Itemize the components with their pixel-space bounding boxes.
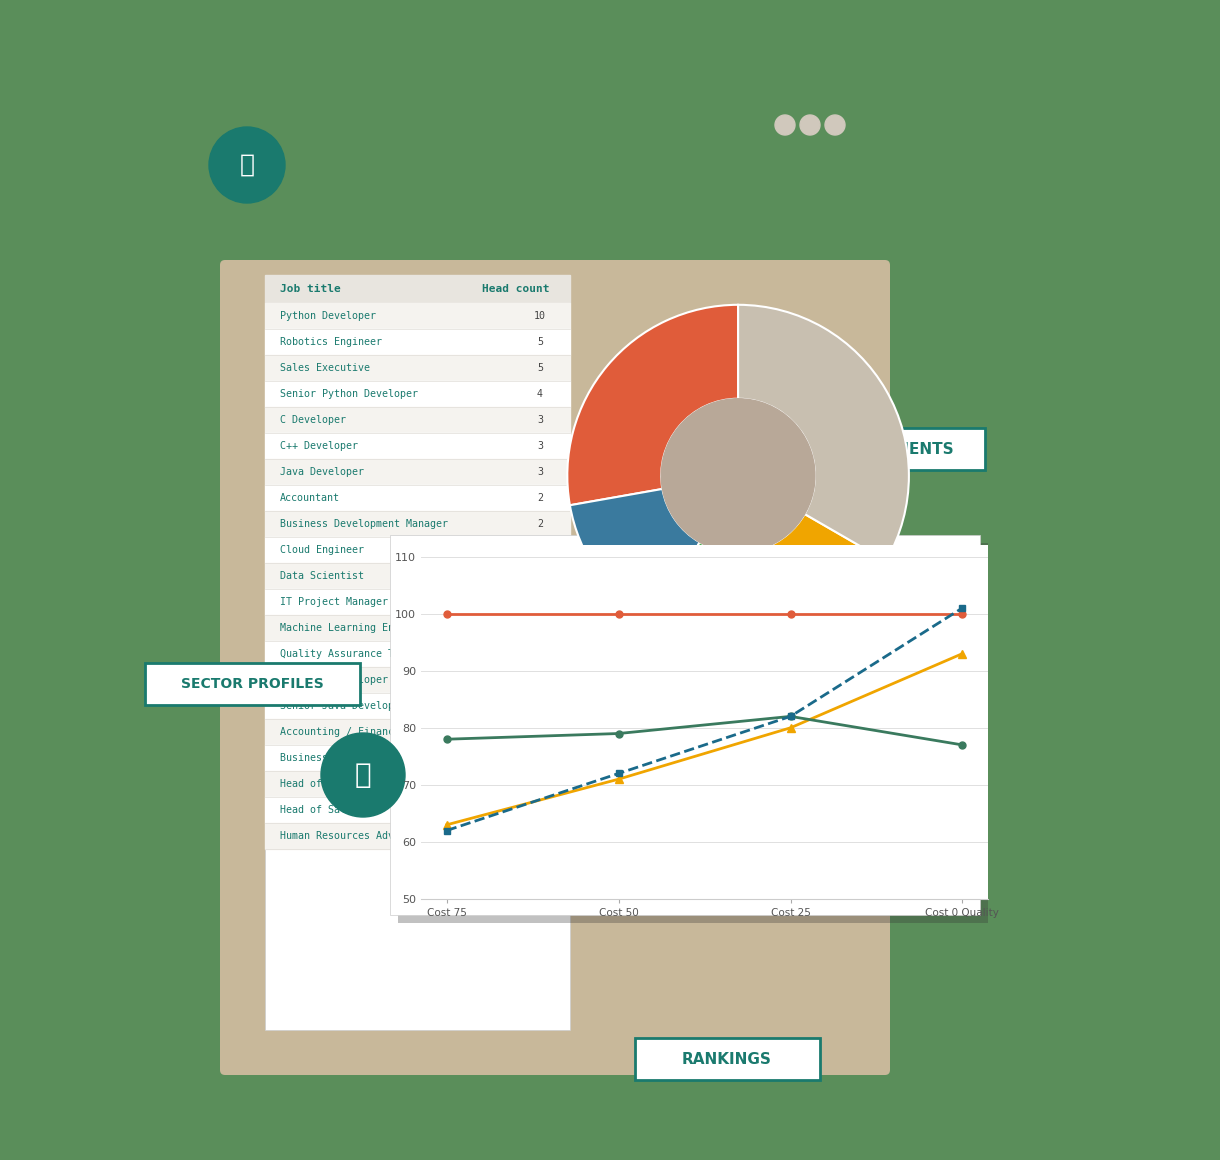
Bar bbox=[265, 771, 570, 797]
Text: Job title: Job title bbox=[281, 284, 340, 293]
Text: Accountant: Accountant bbox=[281, 493, 340, 503]
Text: Head of Sales: Head of Sales bbox=[281, 805, 357, 815]
Text: 🔌: 🔌 bbox=[355, 761, 371, 789]
Bar bbox=[265, 822, 570, 849]
Bar bbox=[265, 459, 570, 485]
Text: C++ Developer: C++ Developer bbox=[281, 441, 357, 451]
Bar bbox=[265, 719, 570, 745]
Bar bbox=[265, 512, 570, 537]
FancyBboxPatch shape bbox=[265, 275, 570, 1030]
Text: 3: 3 bbox=[537, 441, 543, 451]
Text: Accounting / Finance Man...: Accounting / Finance Man... bbox=[281, 727, 442, 737]
FancyBboxPatch shape bbox=[220, 260, 891, 1075]
Text: 2: 2 bbox=[537, 701, 543, 711]
Bar bbox=[265, 641, 570, 667]
Text: Machine Learning Engineer: Machine Learning Engineer bbox=[281, 623, 429, 633]
FancyBboxPatch shape bbox=[145, 664, 360, 705]
Bar bbox=[265, 380, 570, 407]
Text: Head count: Head count bbox=[482, 284, 550, 293]
Text: Python Developer: Python Developer bbox=[281, 311, 376, 321]
Text: Senior C Developer: Senior C Developer bbox=[281, 675, 388, 686]
FancyBboxPatch shape bbox=[800, 428, 985, 470]
Text: Senior Java Developer: Senior Java Developer bbox=[281, 701, 406, 711]
Text: Data Scientist: Data Scientist bbox=[281, 571, 364, 581]
Bar bbox=[265, 797, 570, 822]
Text: 2: 2 bbox=[537, 545, 543, 554]
Wedge shape bbox=[765, 514, 886, 636]
Text: SECTOR PROFILES: SECTOR PROFILES bbox=[181, 677, 323, 691]
Text: 🏪: 🏪 bbox=[239, 153, 255, 177]
Bar bbox=[265, 693, 570, 719]
Text: 5: 5 bbox=[537, 363, 543, 374]
Bar bbox=[265, 667, 570, 693]
Text: C Developer: C Developer bbox=[281, 415, 346, 425]
Text: 2: 2 bbox=[537, 493, 543, 503]
Circle shape bbox=[825, 115, 845, 135]
Circle shape bbox=[788, 358, 872, 442]
Text: Business Unit Manager: Business Unit Manager bbox=[281, 753, 406, 763]
Text: 2: 2 bbox=[537, 519, 543, 529]
Text: ⚗: ⚗ bbox=[816, 385, 844, 414]
FancyBboxPatch shape bbox=[398, 543, 988, 923]
Bar bbox=[265, 433, 570, 459]
Bar bbox=[265, 563, 570, 589]
Text: Business Development Manager: Business Development Manager bbox=[281, 519, 448, 529]
Text: 3: 3 bbox=[537, 467, 543, 477]
Text: 2: 2 bbox=[537, 623, 543, 633]
FancyBboxPatch shape bbox=[390, 535, 980, 915]
Text: Robotics Engineer: Robotics Engineer bbox=[281, 338, 382, 347]
Bar bbox=[265, 745, 570, 771]
Text: 10: 10 bbox=[534, 311, 547, 321]
Wedge shape bbox=[570, 490, 700, 624]
Bar bbox=[265, 589, 570, 615]
Text: Quality Assurance Tester: Quality Assurance Tester bbox=[281, 648, 425, 659]
Circle shape bbox=[661, 399, 815, 552]
Wedge shape bbox=[653, 542, 797, 646]
Circle shape bbox=[209, 126, 285, 203]
Text: Senior Python Developer: Senior Python Developer bbox=[281, 389, 418, 399]
Circle shape bbox=[775, 115, 795, 135]
Text: 2: 2 bbox=[537, 571, 543, 581]
Bar bbox=[265, 537, 570, 563]
Bar bbox=[265, 275, 570, 303]
Text: Java Developer: Java Developer bbox=[281, 467, 364, 477]
Text: IT Project Manager: IT Project Manager bbox=[281, 597, 388, 607]
Bar bbox=[265, 355, 570, 380]
Bar bbox=[265, 303, 570, 329]
Wedge shape bbox=[567, 305, 738, 506]
Text: 2: 2 bbox=[537, 648, 543, 659]
Text: 4: 4 bbox=[537, 389, 543, 399]
Text: 5: 5 bbox=[537, 338, 543, 347]
Wedge shape bbox=[738, 305, 909, 561]
Text: 2: 2 bbox=[537, 597, 543, 607]
Circle shape bbox=[800, 115, 820, 135]
Text: Cloud Engineer: Cloud Engineer bbox=[281, 545, 364, 554]
Text: Human Resources Advisor...: Human Resources Advisor... bbox=[281, 831, 436, 841]
Text: Sales Executive: Sales Executive bbox=[281, 363, 370, 374]
Text: RANKINGS: RANKINGS bbox=[682, 1051, 772, 1066]
Text: 2: 2 bbox=[537, 675, 543, 686]
Bar bbox=[265, 329, 570, 355]
Bar bbox=[265, 485, 570, 512]
Text: ASSESSMENTS: ASSESSMENTS bbox=[830, 442, 954, 457]
Circle shape bbox=[321, 733, 405, 817]
Text: 3: 3 bbox=[537, 415, 543, 425]
Bar bbox=[265, 407, 570, 433]
Bar bbox=[265, 615, 570, 641]
Text: Head of Information Tech...: Head of Information Tech... bbox=[281, 780, 442, 789]
FancyBboxPatch shape bbox=[634, 1038, 820, 1080]
